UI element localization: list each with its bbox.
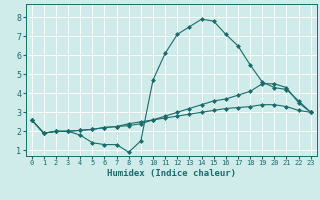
X-axis label: Humidex (Indice chaleur): Humidex (Indice chaleur) <box>107 169 236 178</box>
